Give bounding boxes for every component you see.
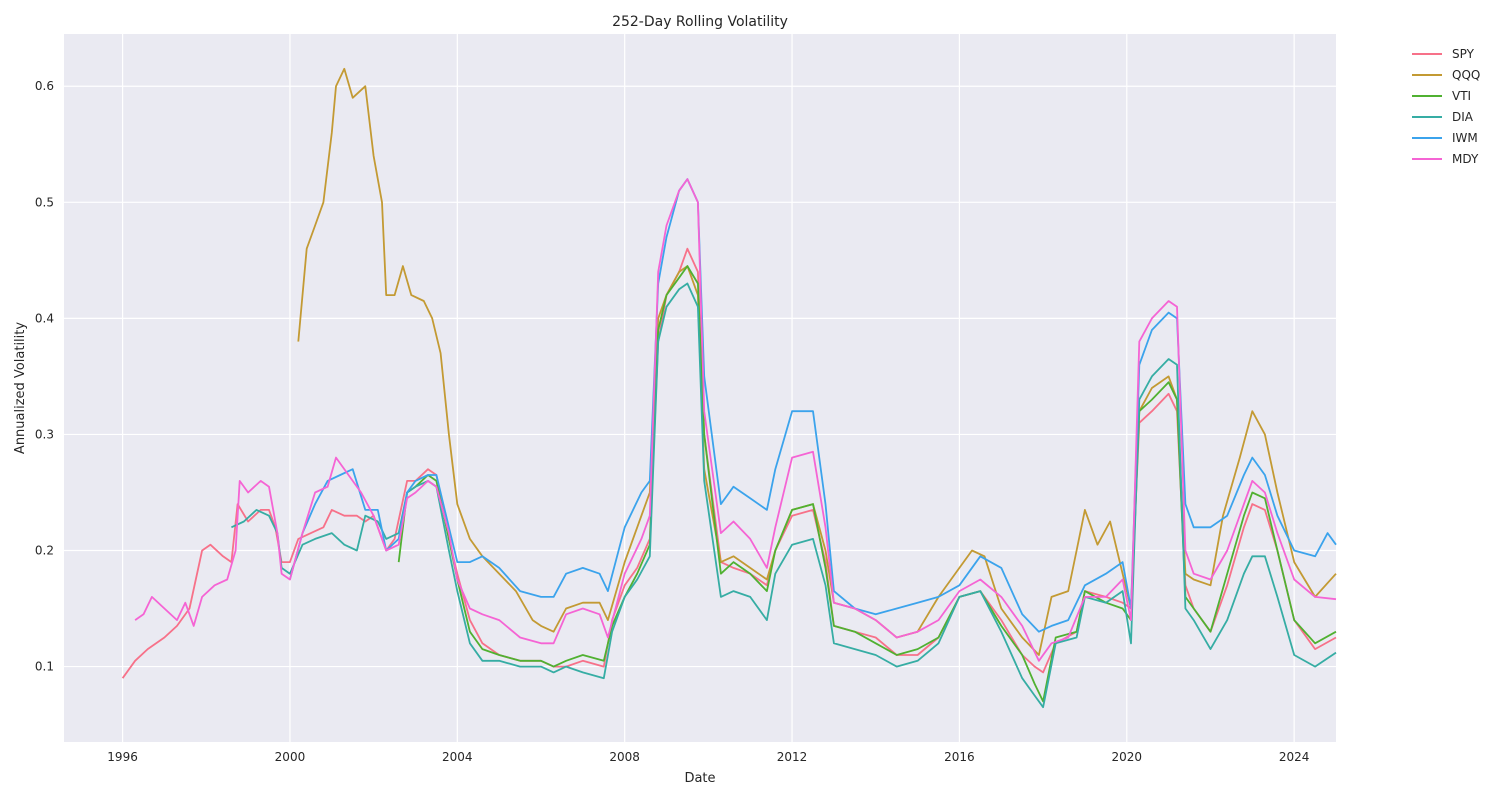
y-tick-label: 0.4 xyxy=(35,311,54,325)
legend-item-spy: SPY xyxy=(1412,47,1475,61)
series-line-mdy xyxy=(134,178,1337,662)
axis-ticks: 1996 2000 2004 2008 2012 2016 2020 2024 0.1 0.2 0.… xyxy=(35,79,1310,764)
y-tick-label: 0.5 xyxy=(35,195,54,209)
y-tick-label: 0.6 xyxy=(35,79,54,93)
x-tick-label: 2012 xyxy=(777,750,808,764)
x-axis-label: Date xyxy=(684,771,715,786)
series-lines xyxy=(121,67,1337,709)
legend-label: QQQ xyxy=(1452,68,1480,82)
legend-item-dia: DIA xyxy=(1412,110,1474,124)
x-tick-label: 2020 xyxy=(1112,750,1143,764)
x-tick-label: 1996 xyxy=(107,750,138,764)
x-tick-label: 2016 xyxy=(944,750,975,764)
legend-item-qqq: QQQ xyxy=(1412,68,1480,82)
legend-label: SPY xyxy=(1452,47,1475,61)
series-line-qqq xyxy=(297,67,1337,656)
legend-label: DIA xyxy=(1452,110,1474,124)
series-line-iwm xyxy=(289,178,1337,633)
legend-label: MDY xyxy=(1452,152,1479,166)
chart-title: 252-Day Rolling Volatility xyxy=(612,14,788,30)
x-tick-label: 2008 xyxy=(609,750,640,764)
legend-item-mdy: MDY xyxy=(1412,152,1479,166)
y-tick-label: 0.1 xyxy=(35,660,54,674)
x-tick-label: 2024 xyxy=(1279,750,1310,764)
legend-item-vti: VTI xyxy=(1412,89,1471,103)
legend-label: IWM xyxy=(1452,131,1478,145)
legend-label: VTI xyxy=(1452,89,1471,103)
legend-item-iwm: IWM xyxy=(1412,131,1478,145)
legend: SPY QQQ VTI DIA IWM MDY xyxy=(1412,47,1480,166)
y-tick-label: 0.3 xyxy=(35,427,54,441)
y-axis-label: Annualized Volatility xyxy=(13,322,28,454)
series-line-vti xyxy=(397,265,1337,703)
x-tick-label: 2004 xyxy=(442,750,473,764)
grid xyxy=(64,34,1336,742)
x-tick-label: 2000 xyxy=(275,750,306,764)
y-tick-label: 0.2 xyxy=(35,543,54,557)
